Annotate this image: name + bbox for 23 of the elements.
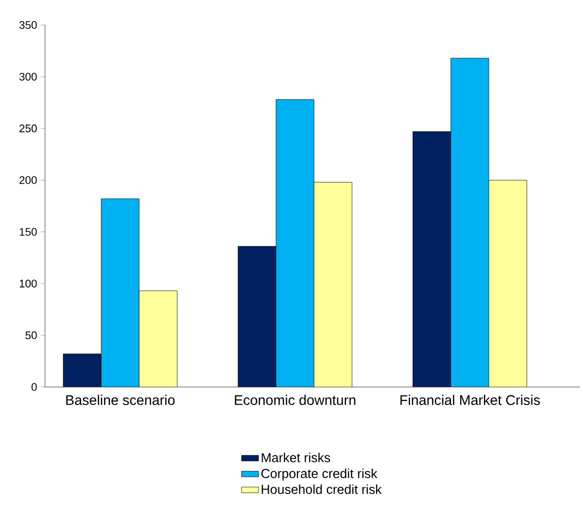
- y-tick-label: 250: [19, 124, 37, 132]
- y-tick-label: 150: [20, 228, 37, 236]
- bar: [276, 99, 314, 387]
- y-tick-label: 0: [32, 383, 37, 391]
- legend-label: Household credit risk: [262, 484, 382, 494]
- y-tick-label: 50: [25, 331, 37, 340]
- y-tick-label: 100: [20, 280, 37, 288]
- x-tick-label: Baseline scenario: [66, 394, 175, 406]
- bar: [238, 246, 276, 387]
- x-tick-label: Financial Market Crisis: [400, 394, 540, 406]
- x-tick-label: Economic downturn: [234, 394, 356, 406]
- y-tick-label: 200: [19, 176, 37, 184]
- y-tick-label: 350: [19, 21, 37, 29]
- legend-label: Market risks: [262, 452, 330, 462]
- bar: [412, 131, 452, 387]
- y-tick-label: 300: [19, 72, 37, 81]
- bar: [488, 180, 528, 387]
- bar: [450, 58, 490, 387]
- bar: [139, 290, 178, 387]
- legend-label: Corporate credit risk: [261, 468, 378, 481]
- bar: [101, 198, 140, 387]
- bar: [63, 354, 102, 387]
- bar: [314, 182, 352, 387]
